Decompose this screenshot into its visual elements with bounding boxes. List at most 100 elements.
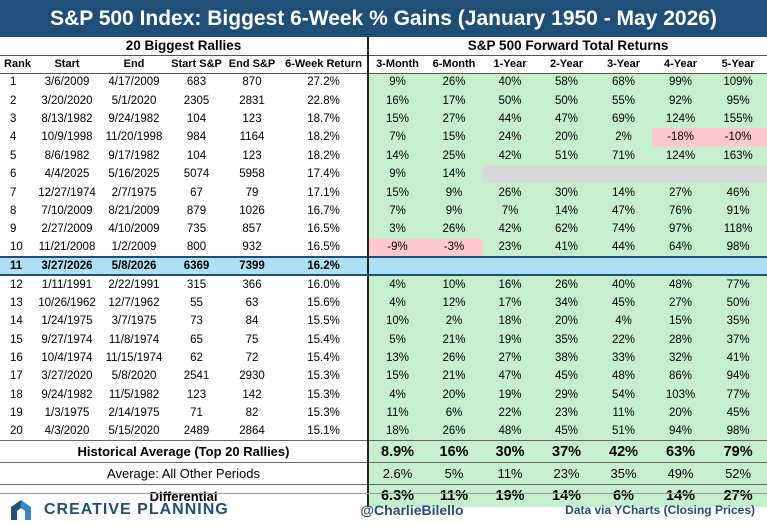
table-cell: 16.5% — [307, 241, 340, 254]
table-cell: 24% — [482, 128, 539, 147]
table-cell: 65 — [190, 333, 203, 346]
table-cell: 2/22/1991 — [108, 278, 160, 291]
table-cell: 94% — [652, 422, 710, 441]
table-cell: 124% — [652, 146, 710, 165]
table-cell: 92% — [652, 91, 710, 110]
summary-value: 5% — [426, 462, 483, 485]
table-cell: 67 — [190, 186, 203, 199]
table-cell: 47% — [538, 109, 596, 129]
table-cell: 104 — [186, 112, 207, 125]
table-cell: 12/27/1974 — [38, 186, 96, 199]
summary-label: Historical Average (Top 20 Rallies) — [0, 440, 369, 463]
table-cell: 20% — [652, 404, 710, 423]
table-cell: 71 — [190, 407, 203, 420]
table-cell: 4/17/2009 — [108, 76, 160, 89]
table-cell: 72 — [245, 352, 259, 365]
table-cell: 2 — [10, 94, 17, 107]
table-cell — [652, 164, 710, 184]
column-header: 6-Week Return — [280, 55, 369, 74]
table-cell: 5958 — [239, 168, 265, 181]
table-cell: 9% — [426, 183, 483, 202]
column-header: 4-Year — [652, 55, 710, 74]
table-cell: 50% — [482, 91, 539, 110]
table-cell: 42% — [482, 220, 539, 239]
table-row: 17 3/27/2020 5/8/2020 2541 2930 15.3% 15% 21% 47… — [0, 367, 767, 386]
table-cell: 3/27/2020 — [41, 370, 93, 383]
summary-value: 6.3% — [367, 484, 427, 507]
table-cell — [482, 164, 539, 184]
table-cell: 14 — [10, 315, 23, 328]
table-cell: 37% — [709, 330, 767, 349]
table-cell: 19% — [482, 330, 539, 349]
table-row: 20 4/3/2020 5/15/2020 2489 2864 15.1% 18% 26% 48… — [0, 422, 767, 441]
table-cell: 16% — [367, 91, 427, 110]
summary-value: 63% — [652, 440, 710, 463]
table-cell: 7% — [367, 201, 427, 221]
table-cell: 86% — [652, 367, 710, 386]
table-cell: 15.5% — [307, 315, 340, 328]
table-cell: 27.2% — [307, 76, 340, 89]
table-cell: 142 — [242, 388, 262, 401]
table-cell: 5/15/2020 — [108, 425, 160, 438]
summary-value: 19% — [482, 484, 539, 507]
table-cell: 13% — [367, 348, 427, 368]
table-cell: 17 — [10, 370, 23, 383]
table-cell: 63 — [245, 296, 259, 309]
table-cell: 76% — [652, 201, 710, 221]
table-row: 19 1/3/1975 2/14/1975 71 82 15.3% 11% 6% 22% 23% 1… — [0, 404, 767, 423]
table-cell: 26% — [538, 275, 596, 294]
table-cell: 9/24/1982 — [41, 388, 93, 401]
table-cell: 10/26/1962 — [38, 296, 96, 309]
table-cell: 94% — [709, 367, 767, 386]
table-cell: 99% — [652, 73, 710, 92]
table-cell: 9% — [367, 73, 427, 92]
table-cell: 3/20/2020 — [41, 94, 93, 107]
table-cell: 98% — [709, 238, 767, 257]
table-cell: 82 — [245, 407, 259, 420]
table-cell: 16.2% — [280, 255, 369, 277]
table-cell: 47% — [595, 201, 653, 221]
table-cell: 735 — [186, 223, 207, 236]
footer: CREATIVE PLANNING @CharlieBilello Data v… — [0, 493, 767, 525]
table-cell: 23% — [482, 238, 539, 257]
table-cell: 23% — [538, 404, 596, 423]
table-row: 9 2/27/2009 4/10/2009 735 857 16.5% 3% 26% 42% 62… — [0, 220, 767, 239]
table-cell: 3/7/1975 — [111, 315, 157, 328]
table-cell: 11/21/2008 — [38, 241, 96, 254]
table-cell: 27% — [652, 293, 710, 313]
table-cell — [652, 255, 710, 277]
table-cell: 22% — [595, 330, 653, 349]
summary-value: 79% — [709, 440, 767, 463]
table-cell: -10% — [709, 128, 767, 147]
table-row: 2 3/20/2020 5/1/2020 2305 2831 22.8% 16% 17% 50%… — [0, 91, 767, 110]
table-cell: 16.7% — [307, 204, 340, 217]
summary-value: 6% — [595, 484, 653, 507]
table-cell: 71% — [595, 146, 653, 165]
table-cell: 11% — [595, 404, 653, 423]
table-cell: 45% — [595, 293, 653, 313]
table-cell: 11/5/1982 — [108, 388, 160, 401]
table-cell: 22% — [482, 404, 539, 423]
twitter-handle[interactable]: @CharlieBilello — [360, 501, 464, 518]
table-cell: 17.1% — [307, 186, 340, 199]
table-cell: 5 — [10, 149, 17, 162]
summary-label: Differential — [0, 484, 369, 507]
table-cell: 15 — [10, 333, 23, 346]
table-cell: 1/2/2009 — [111, 241, 157, 254]
column-header: 2-Year — [538, 55, 596, 74]
table-cell: 20% — [426, 385, 483, 405]
table-cell: 21% — [426, 367, 483, 386]
table-cell: 5/8/2026 — [99, 255, 169, 277]
table-cell: 2/27/2009 — [41, 223, 93, 236]
table-row: 11 3/27/2026 5/8/2026 6369 7399 16.2% — [0, 255, 767, 277]
table-cell: 46% — [709, 183, 767, 202]
table-cell: 16.0% — [307, 278, 340, 291]
table-cell: 19 — [10, 407, 23, 420]
table-row: 14 1/24/1975 3/7/1975 73 84 15.5% 10% 2% 18% 20% 4… — [0, 312, 767, 331]
column-header: Start — [35, 55, 99, 74]
table-cell — [595, 164, 653, 184]
table-cell — [426, 255, 483, 277]
table-cell: 8/21/2009 — [108, 204, 160, 217]
summary-row: Historical Average (Top 20 Rallies) 8.9% 1… — [0, 440, 767, 463]
table-cell: 16.5% — [307, 223, 340, 236]
